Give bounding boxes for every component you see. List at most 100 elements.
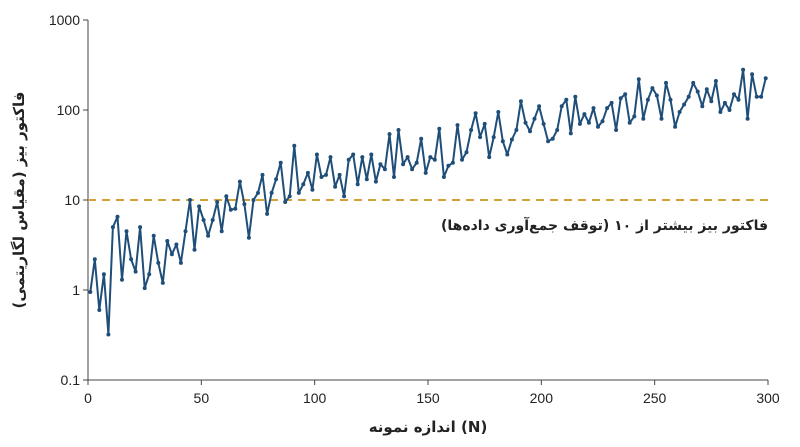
data-point <box>446 163 451 168</box>
data-point <box>210 218 215 222</box>
data-point <box>500 139 505 144</box>
data-point <box>645 97 650 102</box>
data-point <box>732 92 736 97</box>
data-point <box>491 135 496 140</box>
data-point <box>92 257 97 262</box>
data-point <box>473 111 478 116</box>
data-point <box>627 120 632 125</box>
data-point <box>654 93 659 98</box>
data-point <box>550 136 555 141</box>
data-point <box>405 155 410 160</box>
data-point <box>314 152 319 157</box>
y-axis-label: فاکتور بیز (مقیاس لگاریتمی) <box>10 92 28 309</box>
y-tick-label: 1 <box>72 282 80 298</box>
y-tick-label: 100 <box>57 102 81 118</box>
data-point <box>251 198 256 202</box>
data-point <box>169 252 174 257</box>
data-point <box>219 229 224 234</box>
data-point <box>419 136 424 141</box>
data-point <box>614 128 619 132</box>
data-point <box>763 76 768 81</box>
data-point <box>360 155 365 160</box>
data-point <box>464 150 469 155</box>
data-point <box>174 242 179 247</box>
data-point <box>283 200 288 204</box>
data-point <box>722 100 727 105</box>
x-tick-label: 300 <box>756 390 780 406</box>
data-point <box>97 308 102 312</box>
data-point <box>305 170 310 175</box>
data-point <box>410 167 415 172</box>
data-point <box>88 290 93 294</box>
data-point <box>246 235 251 240</box>
data-point <box>568 131 573 136</box>
data-point <box>333 184 338 189</box>
data-point <box>423 170 428 175</box>
data-point <box>392 175 396 179</box>
data-point <box>605 106 610 111</box>
data-point <box>505 152 510 157</box>
data-point <box>274 177 279 182</box>
data-point <box>559 104 564 109</box>
data-point <box>509 137 514 142</box>
data-point <box>641 116 646 121</box>
data-point <box>387 132 392 137</box>
data-point <box>754 94 759 99</box>
y-tick-label: 0.1 <box>61 372 81 388</box>
data-point <box>564 97 569 102</box>
data-point <box>269 190 274 195</box>
x-tick-label: 200 <box>530 390 554 406</box>
tick-labels: 0.1 1 10 100 1000 0 50 100 150 200 250 300 <box>49 12 780 406</box>
data-point <box>265 211 270 216</box>
data-point <box>700 104 705 109</box>
data-point <box>342 194 347 199</box>
data-point <box>618 96 623 101</box>
data-point <box>160 280 165 285</box>
data-point <box>478 135 483 140</box>
data-point <box>292 143 297 148</box>
axes <box>83 19 769 385</box>
data-point <box>682 102 687 107</box>
data-point <box>301 182 306 187</box>
series-line <box>89 68 767 336</box>
series-group <box>88 67 768 337</box>
x-tick-label: 150 <box>416 390 440 406</box>
data-point <box>396 128 401 132</box>
data-point <box>414 160 419 165</box>
data-point <box>596 124 600 129</box>
data-point <box>373 179 378 184</box>
data-point <box>673 124 678 129</box>
data-point <box>369 152 374 157</box>
data-point <box>704 87 709 92</box>
data-point <box>650 86 655 91</box>
data-point <box>224 194 229 199</box>
data-point <box>455 123 460 128</box>
data-point <box>532 116 537 121</box>
data-point <box>759 94 764 99</box>
data-point <box>183 229 188 234</box>
data-point <box>460 157 464 162</box>
data-point <box>337 172 342 177</box>
data-point <box>237 179 242 184</box>
data-point <box>591 106 596 111</box>
data-point <box>668 97 673 102</box>
data-point <box>242 202 247 207</box>
data-point <box>401 162 406 167</box>
data-point <box>482 121 487 126</box>
data-point <box>727 108 732 112</box>
data-point <box>541 121 546 126</box>
data-point <box>124 229 129 234</box>
data-point <box>138 225 143 230</box>
data-point <box>287 194 292 199</box>
data-point <box>537 104 542 109</box>
data-point <box>133 269 138 274</box>
data-point <box>106 332 111 337</box>
x-tick-label: 50 <box>194 390 210 406</box>
data-point <box>156 260 161 265</box>
data-point <box>260 172 265 177</box>
data-point <box>101 272 106 277</box>
data-point <box>355 182 360 187</box>
data-point <box>110 225 115 230</box>
data-point <box>713 79 718 83</box>
